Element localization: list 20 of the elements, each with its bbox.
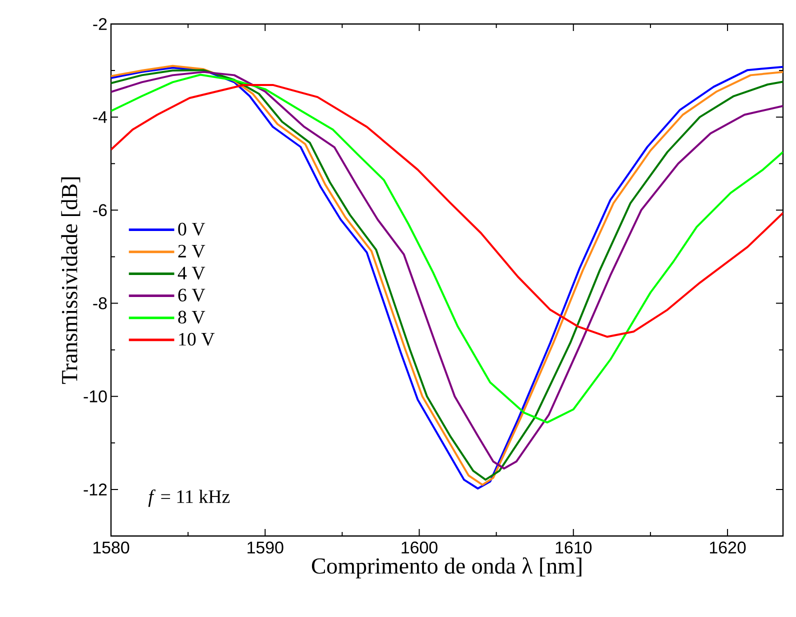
legend-label: 4 V: [178, 266, 206, 280]
y-tick-label: -12: [84, 484, 107, 496]
x-axis-title: Comprimento de onda λ [nm]: [312, 557, 582, 578]
x-tick-label: 1620: [710, 542, 746, 554]
y-tick-label: -4: [93, 111, 107, 123]
legend-label: 0 V: [178, 222, 206, 236]
y-axis-title: Transmissividade [dB]: [61, 177, 80, 384]
legend-label: 10 V: [179, 332, 215, 346]
y-tick-label: -8: [93, 297, 107, 310]
legend-label: 8 V: [178, 310, 206, 324]
x-tick-label: 1590: [248, 542, 284, 554]
legend-label: 6 V: [178, 288, 206, 302]
y-tick-label: -6: [93, 204, 107, 216]
legend-label: 2 V: [178, 244, 206, 258]
x-tick-label: 1610: [556, 542, 592, 554]
x-tick-label: 1580: [93, 542, 130, 554]
annotation: f = 11 kHz: [148, 490, 230, 507]
y-tick-label: -2: [93, 18, 107, 30]
y-tick-label: -10: [84, 390, 107, 402]
x-tick-label: 1600: [402, 542, 438, 554]
